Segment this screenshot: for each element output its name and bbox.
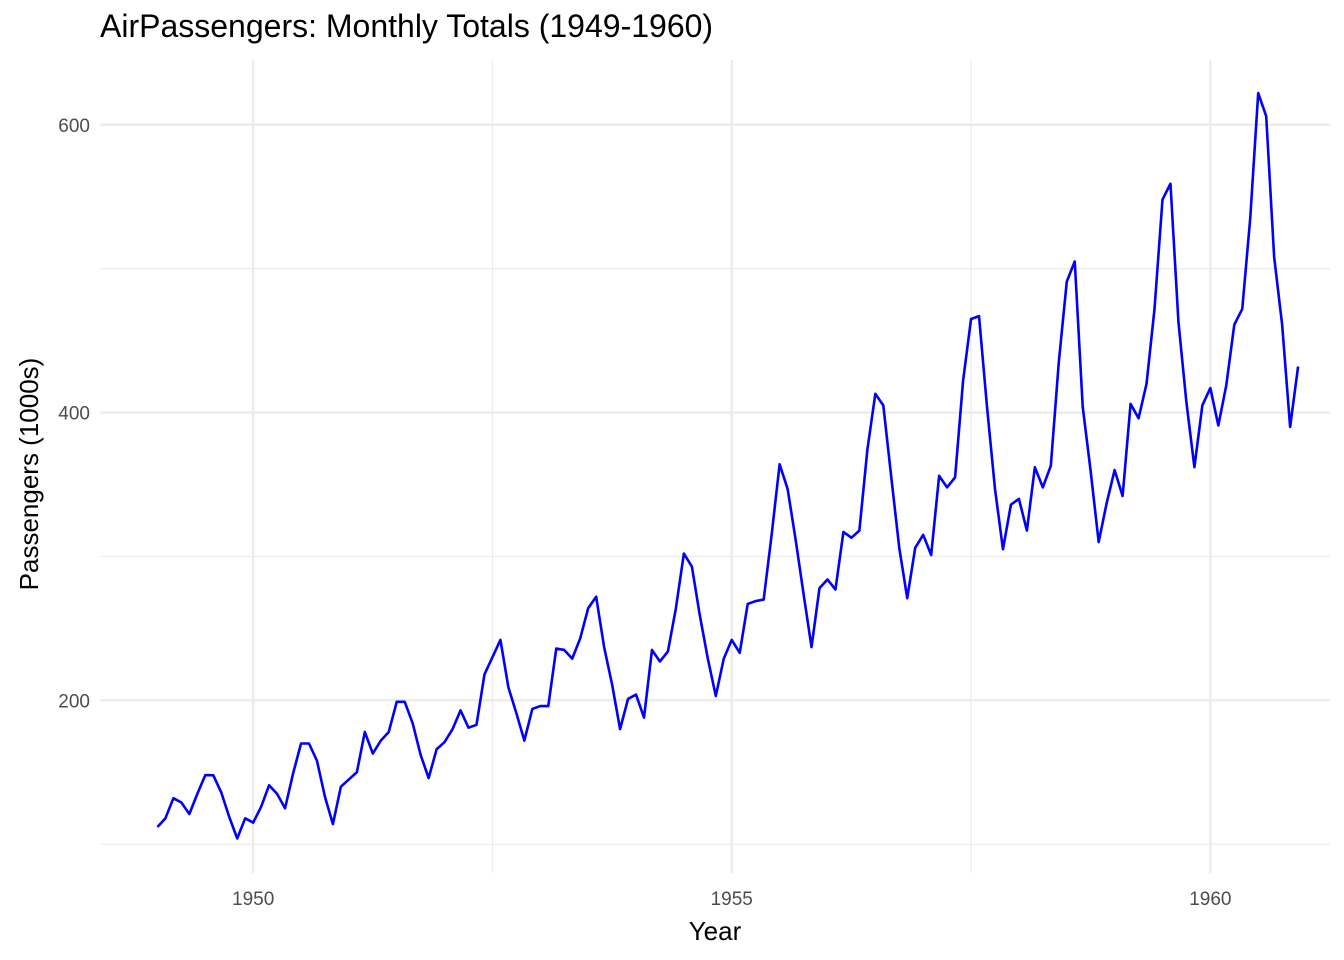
- x-tick-label: 1950: [232, 889, 274, 910]
- series-lines: [156, 91, 1300, 840]
- tick-labels: 1950 1955 1960 200 400 600: [58, 116, 1231, 910]
- series-line: [156, 91, 1300, 840]
- chart-title: AirPassengers: Monthly Totals (1949-1960…: [100, 8, 714, 44]
- y-axis-title: Passengers (1000s): [14, 358, 44, 591]
- y-tick-label: 400: [58, 404, 90, 425]
- x-tick-label: 1955: [711, 889, 753, 910]
- y-tick-label: 600: [58, 116, 90, 137]
- y-tick-label: 200: [58, 691, 90, 712]
- x-axis-title: Year: [689, 916, 742, 946]
- grid-lines: [100, 60, 1330, 873]
- x-tick-label: 1960: [1189, 889, 1231, 910]
